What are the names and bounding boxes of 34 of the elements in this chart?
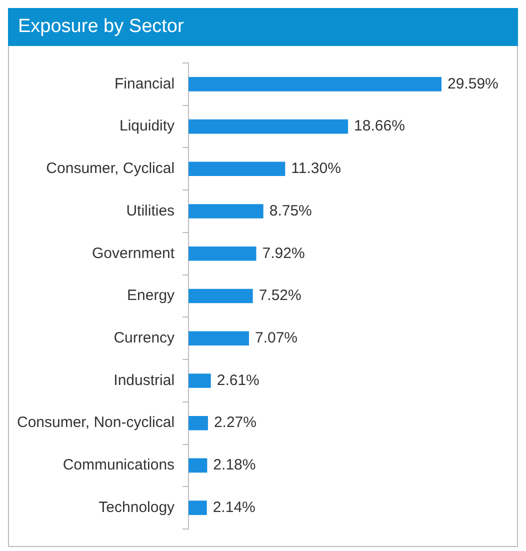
y-tick-label: Technology	[98, 498, 176, 516]
y-tick-label: Liquidity	[120, 118, 176, 135]
y-tick-label: Utilities	[126, 202, 175, 220]
data-label: 18.66%	[354, 118, 405, 135]
y-tick-label: Communications	[62, 456, 175, 474]
bar	[188, 500, 207, 515]
data-label: 2.18%	[213, 456, 256, 474]
bar	[188, 204, 264, 218]
bar	[188, 119, 348, 134]
bar	[188, 374, 211, 388]
y-tick-label: Industrial	[114, 372, 175, 389]
bar	[188, 288, 253, 304]
data-label: 2.61%	[216, 372, 260, 389]
data-label: 11.30%	[291, 160, 341, 178]
y-tick-label: Financial	[114, 75, 175, 92]
data-label: 2.14%	[212, 498, 256, 516]
data-label: 2.27%	[214, 414, 257, 432]
data-label: 7.52%	[258, 287, 302, 304]
y-tick-label: Consumer, Non-cyclical	[16, 414, 175, 432]
bar	[188, 331, 249, 346]
data-label: 8.75%	[269, 202, 312, 220]
bar	[188, 416, 208, 430]
y-tick-label: Consumer, Cyclical	[46, 160, 175, 178]
data-label: 7.92%	[262, 244, 305, 262]
data-label: 29.59%	[447, 75, 498, 92]
bar	[188, 77, 442, 92]
bar	[188, 162, 286, 176]
data-label: 7.07%	[254, 330, 298, 347]
y-tick-label: Energy	[127, 287, 176, 304]
chart-title: Exposure by Sector	[8, 8, 518, 46]
bar	[188, 458, 208, 473]
bar	[188, 246, 256, 261]
y-tick-label: Government	[92, 244, 176, 262]
y-tick-label: Currency	[114, 330, 176, 347]
